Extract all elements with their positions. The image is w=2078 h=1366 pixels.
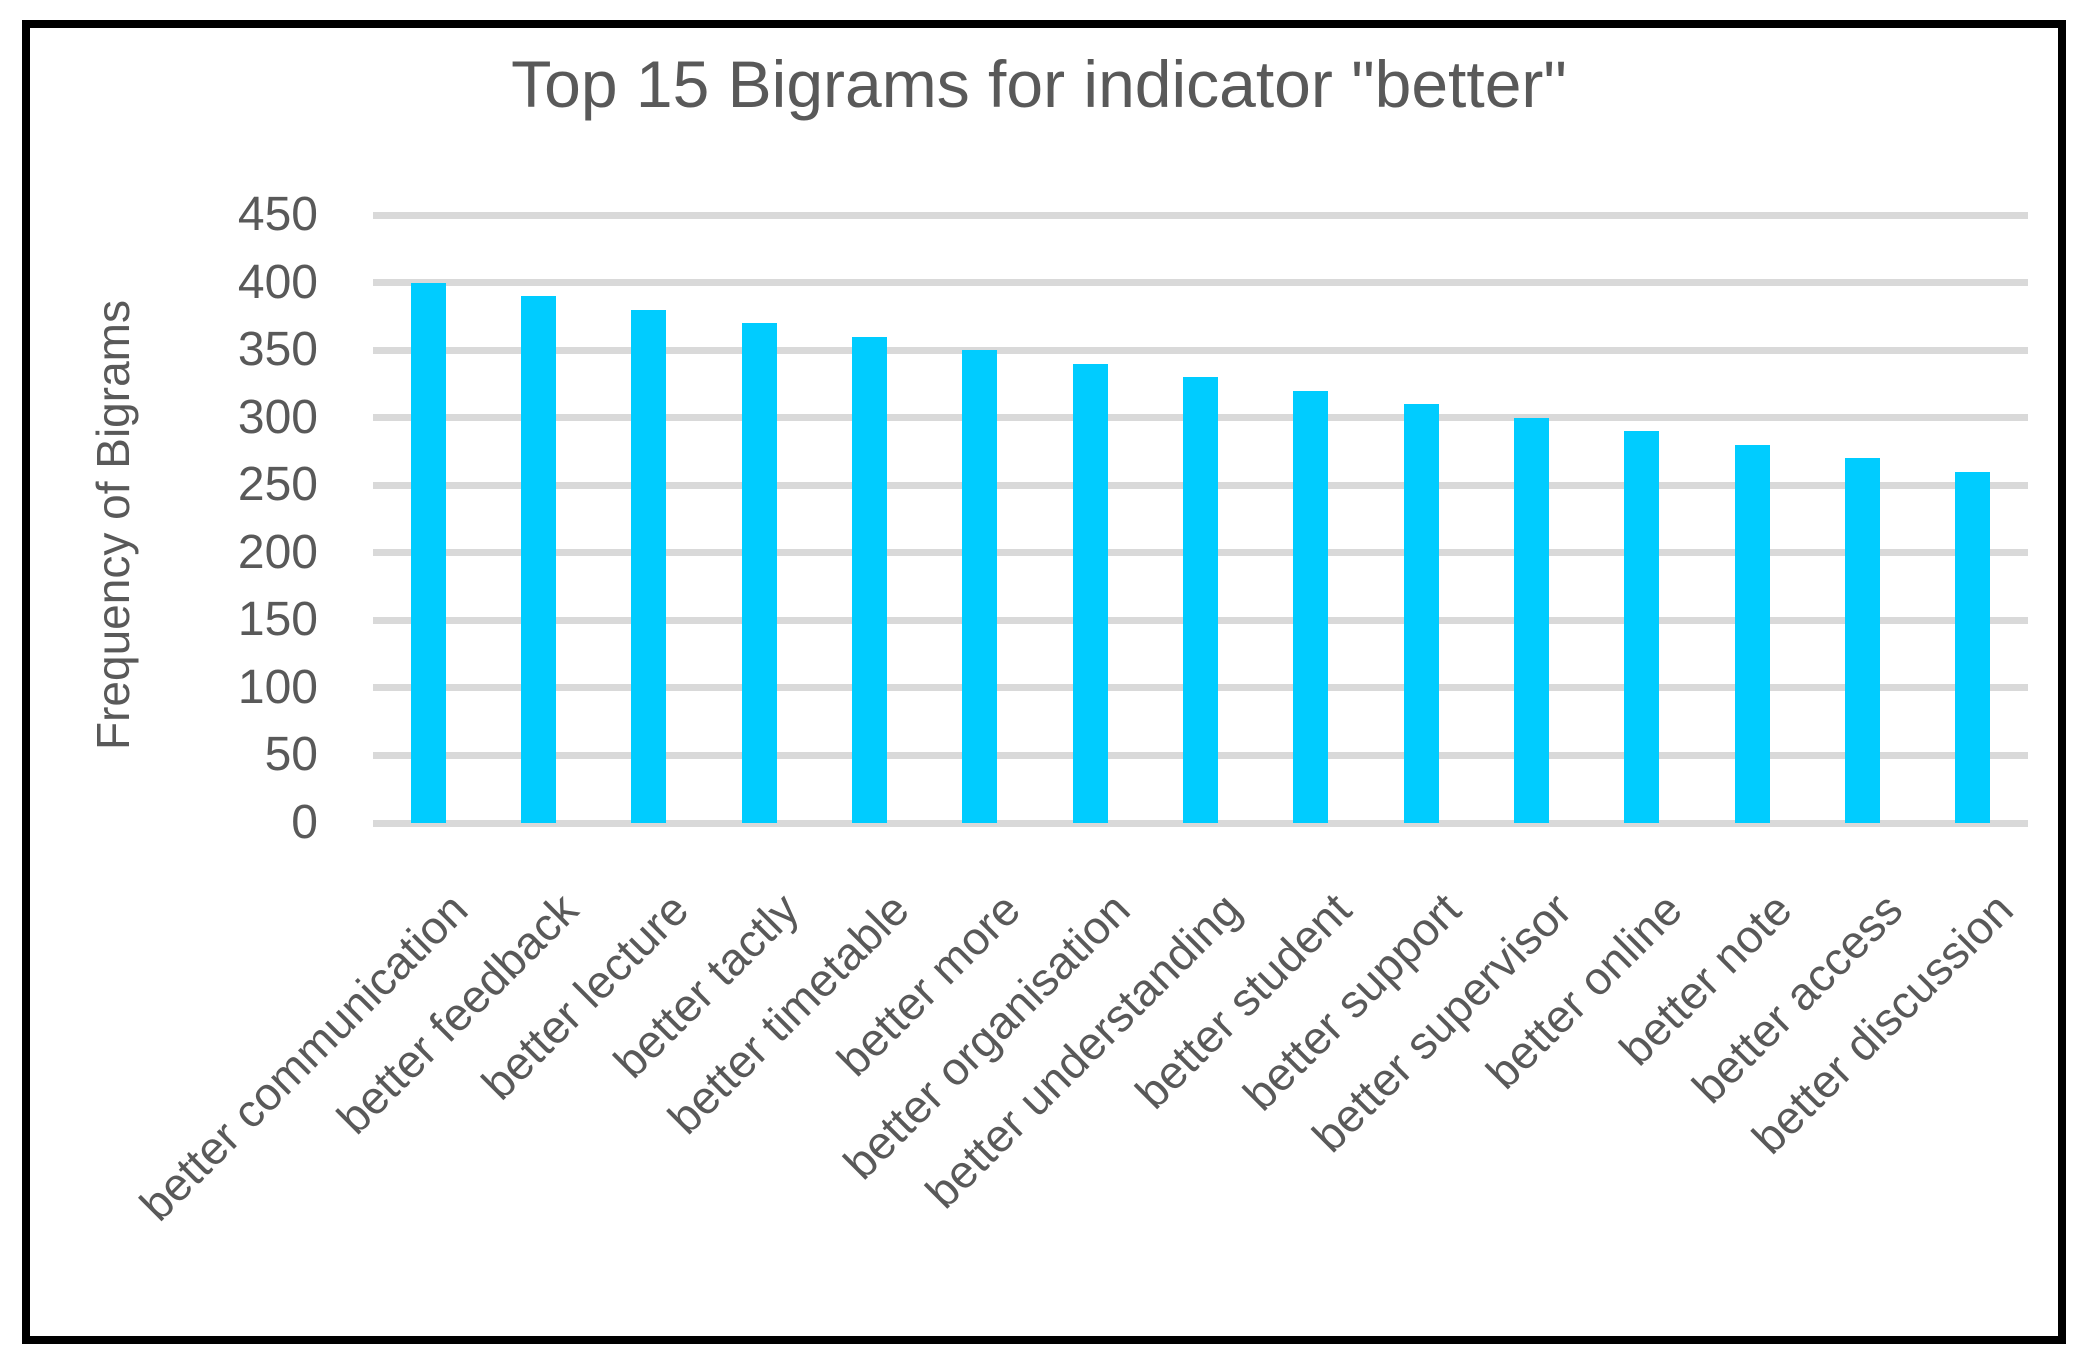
y-tick-label: 0 — [291, 796, 318, 849]
y-axis-ticks: 0 50 100 150 200 250 300 350 400 450 — [0, 191, 345, 847]
bar — [741, 323, 777, 823]
bar — [1293, 390, 1329, 823]
gridline — [373, 346, 2028, 354]
bar — [631, 309, 667, 823]
bar — [962, 350, 998, 823]
bar — [1624, 431, 1660, 823]
gridline — [373, 211, 2028, 219]
gridline — [373, 819, 2028, 827]
bar — [1183, 377, 1218, 823]
chart-frame — [22, 20, 2066, 1344]
bar — [1845, 458, 1880, 823]
bar — [1403, 404, 1439, 823]
y-tick-label: 50 — [264, 728, 318, 782]
y-tick-label: 350 — [237, 323, 318, 377]
plot-area — [373, 211, 2028, 827]
y-tick-label: 150 — [237, 593, 318, 647]
y-tick-label: 300 — [237, 390, 318, 444]
bar — [1072, 363, 1108, 823]
y-tick-label: 450 — [237, 188, 318, 241]
chart-title: Top 15 Bigrams for indicator "better" — [511, 47, 1567, 121]
bar — [1955, 471, 1991, 823]
y-tick-label: 200 — [237, 525, 318, 579]
bar — [410, 282, 446, 823]
y-tick-label: 250 — [237, 458, 318, 512]
x-axis-labels: better communication better feedback bette… — [130, 823, 2028, 1366]
y-tick-label: 400 — [237, 255, 318, 309]
gridline — [373, 279, 2028, 287]
y-tick-label: 100 — [237, 660, 318, 714]
bar — [852, 336, 887, 823]
bar — [1514, 417, 1549, 823]
bar — [521, 296, 556, 823]
bar — [1734, 444, 1770, 823]
